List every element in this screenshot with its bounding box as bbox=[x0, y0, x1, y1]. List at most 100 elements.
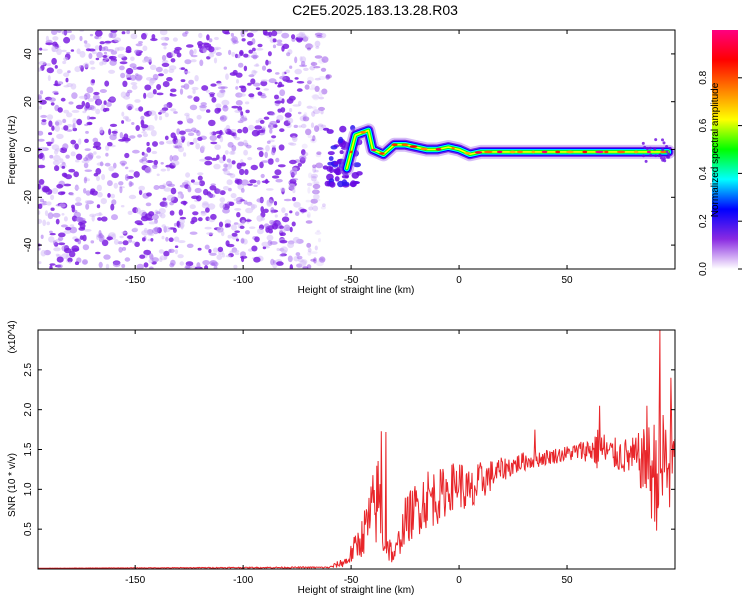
spectrogram-noise-cell bbox=[222, 154, 226, 161]
spectrogram-noise-cell bbox=[235, 72, 243, 78]
spectrogram-noise-cell bbox=[230, 150, 235, 155]
colorbar-tick-label: 0.2 bbox=[698, 214, 709, 228]
spectrogram-noise-cell bbox=[38, 164, 46, 169]
spectrogram-noise-cell bbox=[205, 207, 210, 213]
spectrogram-noise-cell bbox=[66, 129, 73, 132]
spectrogram-noise-cell bbox=[229, 72, 238, 76]
spectrogram-noise-cell bbox=[103, 51, 108, 55]
spectrogram-noise-cell bbox=[201, 42, 210, 45]
spectrogram-noise-cell bbox=[276, 39, 283, 44]
spectrogram-noise-cell bbox=[121, 264, 126, 268]
spectrogram-noise-cell bbox=[292, 197, 296, 202]
spectrogram-noise-cell bbox=[128, 180, 133, 188]
spectrogram-noise-cell bbox=[246, 32, 254, 38]
spectrogram-noise-cell bbox=[240, 238, 245, 244]
spectrogram-noise-cell bbox=[263, 208, 269, 213]
spectrogram-noise-cell bbox=[142, 237, 146, 242]
spectrogram-noise-cell bbox=[160, 36, 168, 41]
spectrogram-noise-cell bbox=[161, 59, 169, 64]
spectrogram-noise-cell bbox=[56, 133, 64, 140]
spectrogram-noise-cell bbox=[166, 167, 170, 172]
spectrogram-noise-cell bbox=[60, 224, 68, 228]
spectrogram-noise-cell bbox=[313, 257, 317, 264]
spectrogram-noise-cell bbox=[197, 217, 203, 222]
spectrogram-noise-cell bbox=[250, 164, 258, 171]
y-tick-label: 40 bbox=[23, 48, 34, 60]
spectrogram-noise-cell bbox=[247, 82, 252, 86]
spectrogram-noise-cell bbox=[293, 201, 301, 208]
spectrogram-noise-cell bbox=[213, 265, 218, 269]
spectrogram-noise-cell bbox=[170, 58, 176, 63]
spectrogram-noise-cell bbox=[660, 156, 663, 160]
spectrogram-noise-cell bbox=[136, 207, 141, 214]
spectrogram-noise-cell bbox=[319, 126, 324, 130]
spectrogram-noise-cell bbox=[311, 175, 317, 182]
spectrogram-noise-cell bbox=[128, 238, 133, 243]
spectrogram-noise-cell bbox=[268, 122, 275, 130]
spectrogram-noise-cell bbox=[654, 154, 658, 158]
spectrogram-noise-cell bbox=[163, 250, 170, 257]
spectrogram-noise-cell bbox=[169, 201, 175, 206]
spectrogram-noise-cell bbox=[167, 183, 176, 187]
spectrogram-noise-cell bbox=[99, 161, 104, 167]
spectrogram-noise-cell bbox=[174, 249, 178, 255]
spectrogram-noise-cell bbox=[136, 66, 144, 70]
spectrogram-noise-cell bbox=[319, 256, 326, 263]
spectrogram-noise-cell bbox=[238, 93, 246, 97]
spectrogram-noise-cell bbox=[79, 35, 83, 42]
spectrogram-noise-cell bbox=[314, 125, 320, 132]
spectrogram-noise-cell bbox=[50, 207, 55, 211]
spectrogram-noise-cell bbox=[251, 245, 258, 252]
spectrogram-noise-cell bbox=[199, 59, 204, 67]
spectrogram-noise-cell bbox=[132, 149, 140, 154]
spectrogram-noise-cell bbox=[53, 154, 61, 162]
spectrogram-noise-cell bbox=[110, 203, 115, 211]
spectrogram-noise-cell bbox=[209, 93, 215, 98]
spectrogram-noise-cell bbox=[132, 227, 139, 232]
spectrogram-noise-cell bbox=[271, 144, 277, 148]
spectrogram-noise-cell bbox=[227, 234, 232, 239]
x-tick-label: -100 bbox=[233, 575, 253, 586]
spectrogram-noise-cell bbox=[131, 122, 135, 125]
spectrogram-noise-cell bbox=[234, 230, 240, 233]
spectrogram-noise-cell bbox=[171, 160, 180, 166]
spectrogram-noise-cell bbox=[312, 166, 317, 173]
spectrogram-noise-cell bbox=[140, 124, 149, 129]
spectrogram-noise-cell bbox=[310, 137, 317, 144]
spectrogram-noise-cell bbox=[241, 219, 246, 225]
spectrogram-noise-cell bbox=[307, 250, 312, 256]
spectrogram-ridge-peak bbox=[379, 152, 385, 155]
spectrogram-noise-cell bbox=[206, 232, 214, 235]
spectrogram-noise-cell bbox=[210, 83, 217, 87]
spectrogram-noise-cell bbox=[287, 241, 295, 249]
spectrogram-noise-cell bbox=[96, 51, 103, 59]
spectrogram-noise-cell bbox=[248, 124, 255, 131]
y-tick-label: 2.5 bbox=[23, 362, 34, 376]
spectrogram-noise-cell bbox=[200, 102, 207, 106]
spectrogram-noise-cell bbox=[178, 209, 184, 216]
spectrogram-noise-cell bbox=[83, 157, 89, 162]
spectrogram-noise-cell bbox=[70, 139, 76, 145]
spectrogram-noise-cell bbox=[229, 173, 236, 179]
spectrogram-noise-cell bbox=[223, 163, 228, 168]
spectrogram-noise-cell bbox=[200, 211, 207, 216]
spectrogram-noise-cell bbox=[265, 59, 269, 66]
spectrogram-noise-cell bbox=[197, 175, 203, 181]
spectrogram-noise-cell bbox=[303, 112, 308, 118]
spectrogram-ridge-peak bbox=[401, 143, 409, 146]
spectrogram-noise-cell bbox=[307, 80, 312, 85]
spectrogram-noise-cell bbox=[192, 89, 196, 95]
spectrogram-noise-cell bbox=[234, 109, 242, 113]
spectrogram-noise-cell bbox=[242, 126, 249, 134]
spectrogram-noise-cell bbox=[180, 67, 185, 70]
spectrogram-noise-cell bbox=[184, 112, 190, 117]
spectrogram-noise-cell bbox=[33, 224, 37, 229]
spectrogram-noise-cell bbox=[223, 127, 228, 133]
spectrogram-noise-cell bbox=[299, 155, 307, 161]
spectrogram-noise-cell bbox=[192, 211, 199, 216]
spectrogram-noise-cell bbox=[46, 221, 50, 226]
spectrogram-noise-cell bbox=[104, 162, 111, 167]
spectrogram-noise-cell bbox=[38, 247, 41, 251]
spectrogram-noise-cell bbox=[661, 148, 665, 152]
spectrogram-noise-cell bbox=[310, 203, 314, 208]
